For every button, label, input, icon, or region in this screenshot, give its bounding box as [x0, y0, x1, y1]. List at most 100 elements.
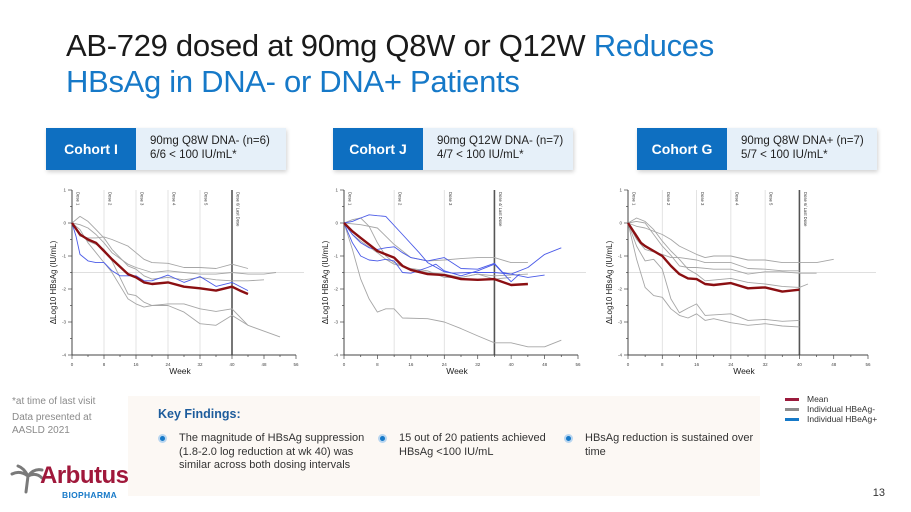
individual-hbeag-neg-line [627, 222, 800, 328]
x-tick-label: 0 [627, 362, 630, 367]
dose-marker-label: Dose 5 [204, 192, 209, 206]
arbutus-logo: Arbutus BIOPHARMA [10, 462, 130, 504]
dose-marker-label: Dose 6/ Last Dose [236, 192, 241, 227]
chart-svg: Dose 1 Dose 2 Dose 3 Dose 4 Dose 5 Dose 6/ La… [598, 180, 876, 377]
chart-svg: Dose 1 Dose 2 Dose 3 Dose 4/ Last Dose 1 0 -1 -… [318, 180, 586, 377]
y-tick-label: -2 [618, 287, 622, 292]
footnote-source-2: AASLD 2021 [12, 425, 70, 436]
individual-hbeag-neg-line [627, 222, 800, 322]
y-tick-label: -2 [334, 287, 338, 292]
dose-marker-label: Dose 4 [734, 192, 739, 206]
cohort-label: Cohort I [46, 128, 136, 170]
title-part-1: AB-729 dosed at 90mg Q8W or Q12W [66, 28, 594, 63]
x-tick-label: 56 [575, 362, 581, 367]
chart-cohort-g: Dose 1 Dose 2 Dose 3 Dose 4 Dose 5 Dose 6/ La… [596, 180, 876, 385]
x-tick-label: 0 [343, 362, 346, 367]
y-axis-label: ΔLog10 HBsAg (IU/mL) [49, 240, 58, 324]
footnote: *at time of last visit Data presented at… [12, 395, 95, 437]
individual-hbeag-neg-line [627, 222, 834, 264]
individual-hbeag-neg-line [71, 222, 249, 269]
individual-hbeag-neg-line [343, 222, 512, 280]
y-axis-label: ΔLog10 HBsAg (IU/mL) [321, 240, 330, 324]
cohort-card-j: Cohort J 90mg Q12W DNA- (n=7) 4/7 < 100 … [333, 128, 573, 170]
y-tick-label: -1 [62, 254, 66, 259]
finding-item: The magnitude of HBsAg suppression (1.8-… [158, 432, 376, 473]
x-tick-label: 48 [542, 362, 548, 367]
mean-series-line [626, 222, 800, 293]
y-tick-label: 1 [619, 188, 622, 193]
x-tick-label: 24 [728, 362, 734, 367]
x-tick-label: 16 [133, 362, 139, 367]
logo-name: Arbutus [40, 462, 129, 489]
x-tick-label: 40 [797, 362, 803, 367]
y-tick-label: -4 [334, 353, 338, 358]
individual-hbeag-pos-line [343, 214, 545, 278]
individual-hbeag-neg-line [71, 222, 277, 275]
y-tick-label: -3 [62, 320, 66, 325]
mean-series-line [343, 222, 528, 287]
x-tick-label: 40 [509, 362, 515, 367]
legend-label: Individual HBeAg- [807, 404, 876, 414]
plot-background [598, 180, 876, 377]
key-findings-panel: Key Findings: The magnitude of HBsAg sup… [128, 396, 760, 496]
individual-hbeag-neg-line [71, 222, 281, 338]
footnote-source-1: Data presented at [12, 412, 92, 423]
legend-swatch [785, 417, 799, 421]
legend-label: Mean [807, 394, 829, 404]
x-tick-label: 48 [831, 362, 837, 367]
legend-item-hbeag-pos: Individual HBeAg+ [785, 414, 877, 424]
chart-legend: Mean Individual HBeAg- Individual HBeAg+ [785, 394, 877, 424]
cohort-result: 5/7 < 100 IU/mL* [741, 149, 828, 161]
y-tick-label: -1 [618, 254, 622, 259]
slide-title: AB-729 dosed at 90mg Q8W or Q12W Reduces… [66, 28, 866, 100]
individual-hbeag-neg-line [343, 222, 528, 264]
y-tick-label: -1 [334, 254, 338, 259]
legend-item-mean: Mean [785, 394, 877, 404]
cohort-dose: 90mg Q8W DNA+ (n=7) [741, 135, 864, 147]
finding-text: 15 out of 20 patients achieved HBsAg <10… [399, 432, 546, 458]
y-tick-label: 1 [63, 188, 66, 193]
individual-hbeag-neg-line [71, 222, 249, 326]
cohort-description: 90mg Q12W DNA- (n=7) 4/7 < 100 IU/mL* [423, 128, 573, 170]
dose-marker-label: Dose 6/ Last Dose [803, 192, 808, 227]
y-tick-label: 0 [619, 221, 622, 226]
dose-marker-label: Dose 3 [140, 192, 145, 206]
x-tick-label: 8 [661, 362, 664, 367]
x-tick-label: 8 [376, 362, 379, 367]
individual-hbeag-neg-line [627, 217, 809, 288]
cohort-label: Cohort J [333, 128, 423, 170]
individual-hbeag-neg-line [627, 220, 817, 275]
dose-marker-label: Dose 4 [172, 192, 177, 206]
y-tick-label: -2 [62, 287, 66, 292]
individual-hbeag-neg-line [343, 222, 562, 348]
individual-hbeag-neg-line [71, 215, 265, 282]
dose-marker-label: Dose 1 [632, 192, 637, 206]
y-axis-label: ΔLog10 HBsAg (IU/mL) [605, 240, 614, 324]
y-tick-label: -3 [618, 320, 622, 325]
individual-hbeag-neg-line [627, 222, 800, 272]
x-tick-label: 16 [694, 362, 700, 367]
x-tick-label: 32 [763, 362, 769, 367]
cohort-label: Cohort G [637, 128, 727, 170]
chart-cohort-j: Dose 1 Dose 2 Dose 3 Dose 4/ Last Dose 1 0 -1 -… [316, 180, 586, 385]
dose-marker-label: Dose 1 [76, 192, 81, 206]
plot-background [38, 180, 304, 377]
dose-marker-label: Dose 1 [348, 192, 353, 206]
cohort-description: 90mg Q8W DNA- (n=6) 6/6 < 100 IU/mL* [136, 128, 286, 170]
y-tick-label: 0 [63, 221, 66, 226]
individual-hbeag-pos-line [343, 222, 562, 275]
logo-subtitle: BIOPHARMA [62, 490, 118, 500]
legend-swatch [785, 397, 799, 401]
x-tick-label: 40 [229, 362, 235, 367]
y-tick-label: 0 [335, 221, 338, 226]
cohort-dose: 90mg Q8W DNA- (n=6) [150, 135, 270, 147]
x-tick-label: 48 [261, 362, 267, 367]
page-number: 13 [872, 487, 885, 499]
cohort-result: 4/7 < 100 IU/mL* [437, 149, 524, 161]
individual-hbeag-pos-line [343, 222, 520, 283]
finding-text: The magnitude of HBsAg suppression (1.8-… [179, 432, 365, 471]
individual-hbeag-pos-line [71, 222, 249, 292]
key-findings-title: Key Findings: [158, 407, 241, 421]
finding-text: HBsAg reduction is sustained over time [585, 432, 754, 458]
dose-marker-label: Dose 2 [666, 192, 671, 206]
